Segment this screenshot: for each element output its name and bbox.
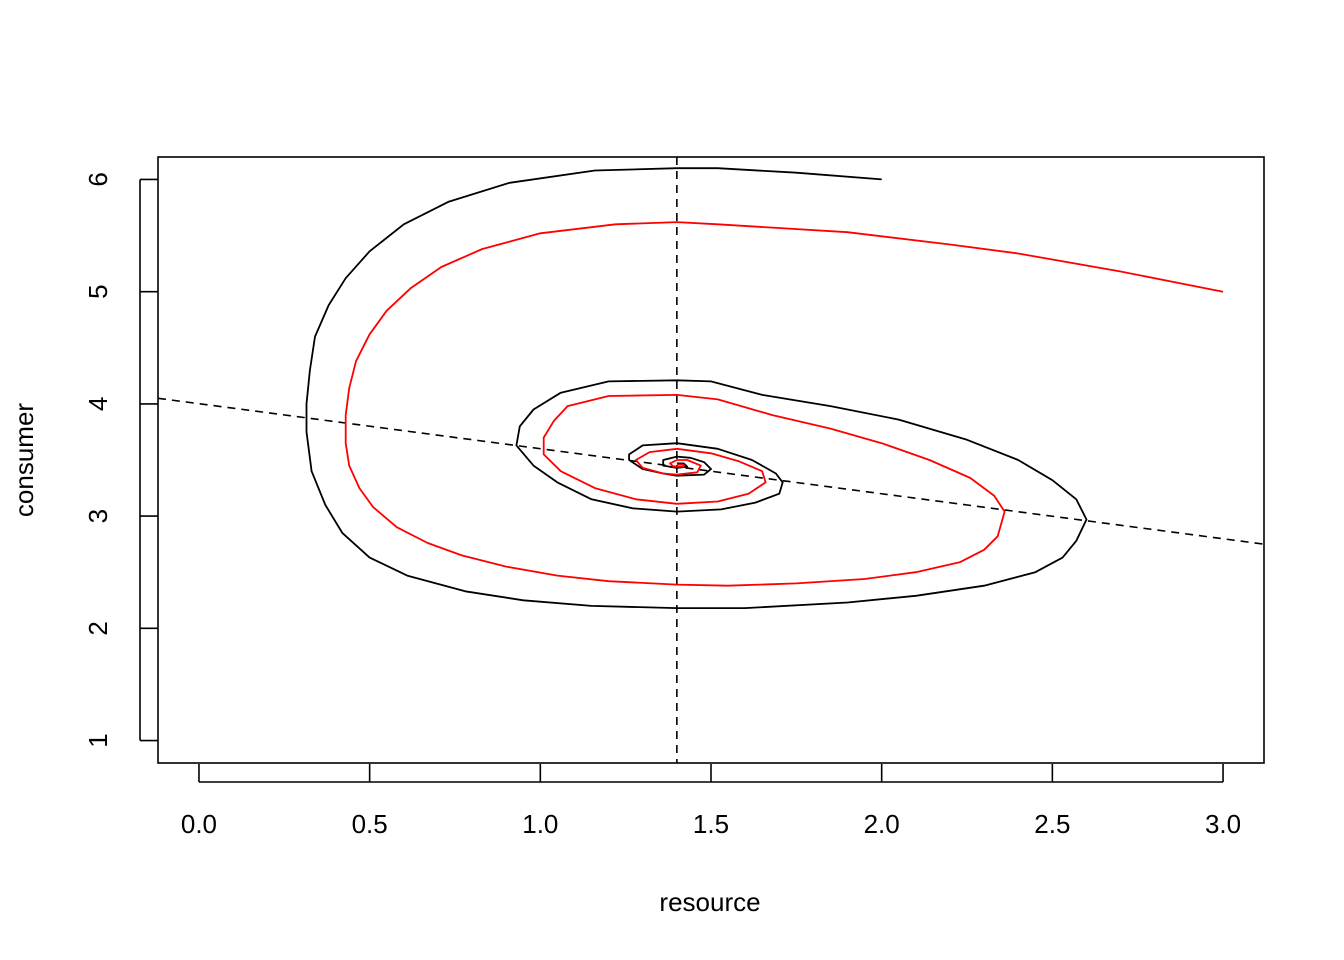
y-axis: 1 2 3 4 5 6 bbox=[83, 172, 158, 748]
reference-lines-layer bbox=[157, 157, 1265, 763]
plot-frame bbox=[157, 156, 1265, 764]
reference-line-2 bbox=[157, 397, 1265, 545]
x-axis-label: resource bbox=[659, 887, 760, 917]
x-axis: 0.0 0.5 1.0 1.5 2.0 2.5 3.0 bbox=[181, 764, 1241, 839]
y-tick-label: 1 bbox=[83, 733, 113, 747]
series-layer bbox=[305, 167, 1224, 609]
x-tick-label: 1.0 bbox=[522, 809, 558, 839]
y-tick-label: 4 bbox=[83, 397, 113, 411]
trajectory-series-1 bbox=[305, 167, 1088, 609]
x-tick-label: 2.5 bbox=[1034, 809, 1070, 839]
y-tick-label: 3 bbox=[83, 509, 113, 523]
y-axis-label: consumer bbox=[9, 403, 39, 517]
y-tick-label: 5 bbox=[83, 284, 113, 298]
x-tick-label: 2.0 bbox=[864, 809, 900, 839]
y-tick-label: 2 bbox=[83, 621, 113, 635]
x-tick-label: 0.5 bbox=[352, 809, 388, 839]
x-tick-label: 3.0 bbox=[1205, 809, 1241, 839]
x-tick-label: 1.5 bbox=[693, 809, 729, 839]
y-tick-label: 6 bbox=[83, 172, 113, 186]
x-tick-label: 0.0 bbox=[181, 809, 217, 839]
trajectory-series-2 bbox=[344, 221, 1224, 587]
